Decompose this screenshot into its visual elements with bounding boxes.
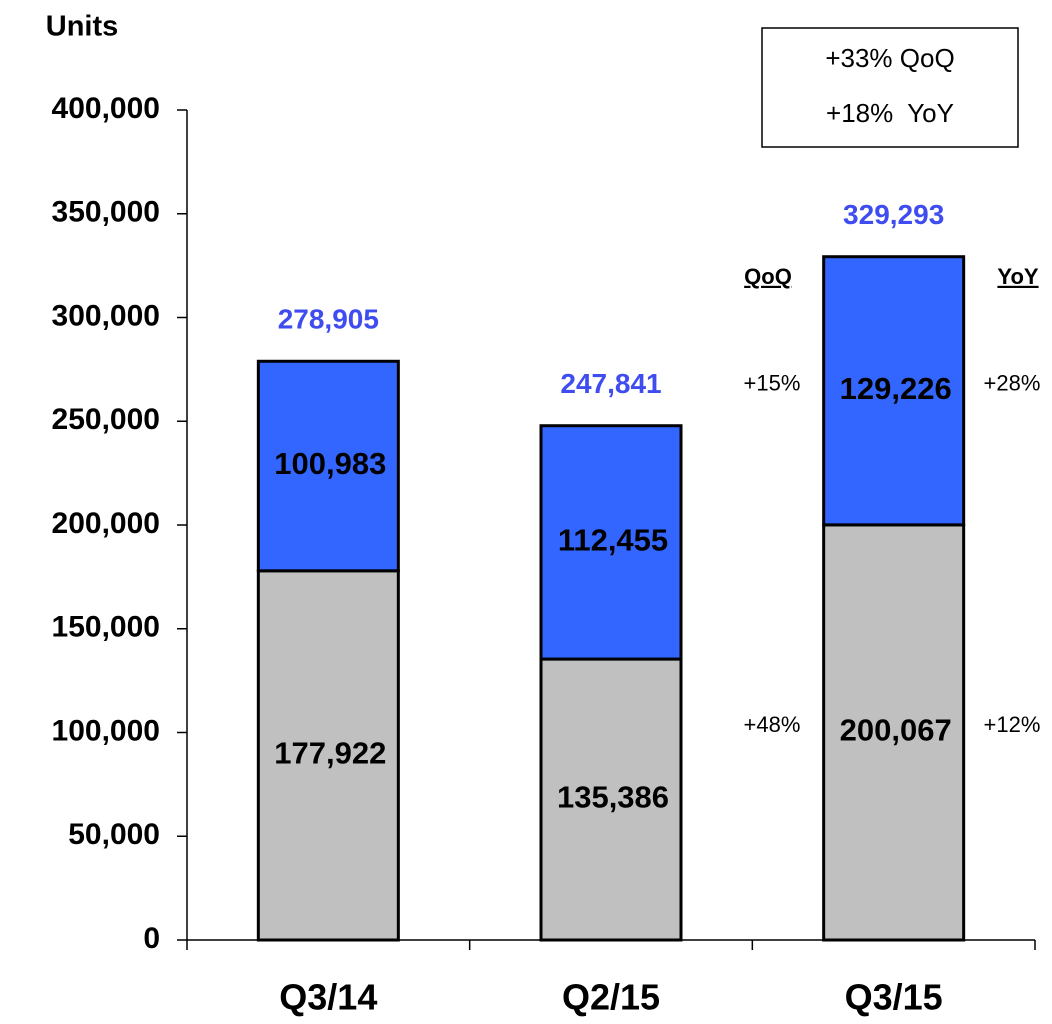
bar-segment: [822, 255, 966, 527]
y-tick-label: 0: [143, 922, 160, 955]
summary-yoy: +18% YoY: [826, 98, 954, 128]
qoq-change: +48%: [744, 712, 801, 737]
total-label: 329,293: [843, 199, 944, 230]
bar-segment: [256, 569, 400, 942]
y-tick-label: 250,000: [52, 403, 160, 436]
y-axis-label: Units: [46, 11, 119, 43]
yoy-header: YoY: [997, 264, 1038, 289]
qoq-change: +15%: [744, 371, 801, 396]
yoy-change: +12%: [984, 712, 1041, 737]
y-tick-label: 150,000: [52, 611, 160, 644]
segment-label: 135,386: [557, 780, 669, 815]
yoy-change: +28%: [984, 371, 1041, 396]
bar-segment: [539, 657, 683, 942]
segment-label: 177,922: [274, 736, 386, 771]
y-tick-label: 100,000: [52, 714, 160, 747]
summary-qoq: +33% QoQ: [825, 43, 954, 73]
y-tick-label: 300,000: [52, 299, 160, 332]
total-label: 247,841: [560, 368, 661, 399]
segment-label: 200,067: [840, 713, 952, 748]
bar-segment: [822, 523, 966, 942]
bar-segment: [539, 424, 683, 661]
segment-label: 100,983: [274, 446, 386, 481]
x-tick-label: Q3/15: [845, 977, 943, 1018]
y-tick-label: 50,000: [68, 818, 160, 851]
total-label: 278,905: [278, 304, 379, 335]
summary-box: [761, 27, 1019, 148]
bar-segment: [256, 359, 400, 573]
y-tick-label: 400,000: [52, 92, 160, 125]
y-tick-label: 350,000: [52, 196, 160, 229]
segment-label: 112,455: [558, 523, 668, 558]
x-tick-label: Q2/15: [562, 977, 660, 1018]
y-tick-label: 200,000: [52, 507, 160, 540]
x-tick-label: Q3/14: [279, 977, 377, 1018]
qoq-header: QoQ: [744, 264, 792, 289]
segment-label: 129,226: [840, 371, 952, 406]
